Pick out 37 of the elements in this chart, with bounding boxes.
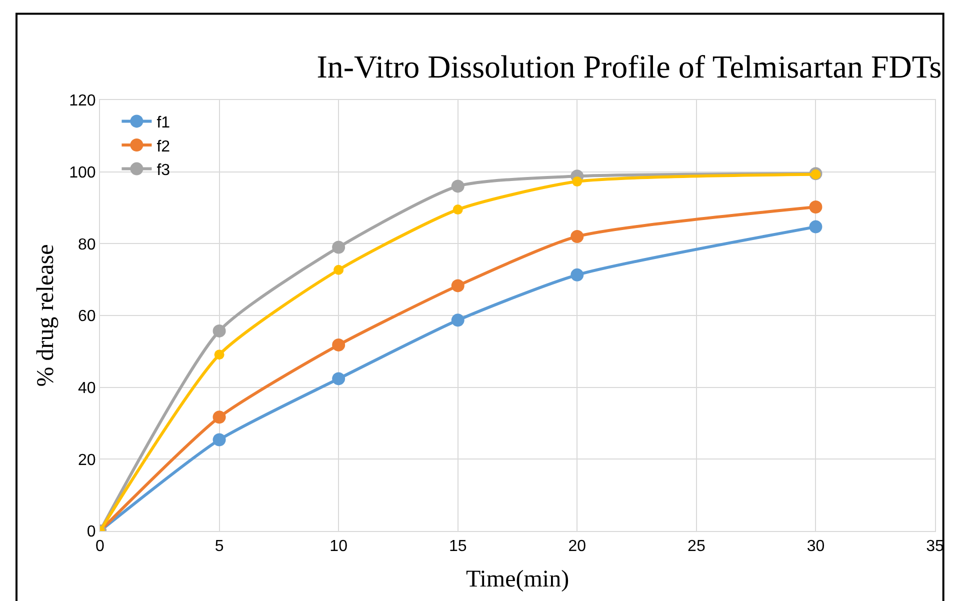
y-tick-label: 0 — [86, 524, 96, 541]
point — [809, 220, 822, 234]
y-axis-title: % drug release — [33, 244, 60, 387]
x-tick-label: 5 — [214, 538, 224, 556]
x-tick-label: 25 — [688, 538, 706, 556]
point — [570, 230, 584, 243]
point — [212, 410, 226, 424]
point — [451, 314, 464, 327]
legend-label: f3 — [156, 162, 170, 180]
point — [451, 279, 464, 292]
x-tick-label: 10 — [330, 538, 348, 556]
point — [332, 240, 346, 254]
point — [214, 350, 224, 360]
y-tick-label: 40 — [78, 380, 96, 397]
x-tick-label: 35 — [926, 538, 944, 556]
point — [452, 204, 463, 215]
point — [809, 200, 822, 214]
y-tick-label: 80 — [78, 236, 96, 254]
x-tick-label: 20 — [568, 538, 586, 556]
point — [572, 176, 582, 187]
point — [332, 338, 346, 352]
x-axis-title: Time(min) — [466, 566, 570, 592]
point — [212, 433, 226, 446]
legend-label: f1 — [156, 114, 170, 132]
x-tick-label: 15 — [448, 538, 467, 556]
y-tick-label: 60 — [78, 308, 96, 326]
point — [334, 264, 344, 275]
chart-title: In-Vitro Dissolution Profile of Telmisartan FDTs — [316, 48, 942, 84]
y-tick-label: 20 — [78, 452, 96, 469]
legend-label: f2 — [156, 138, 170, 156]
y-tick-label: 100 — [69, 164, 96, 182]
point — [212, 324, 226, 338]
y-tick-label: 120 — [69, 92, 96, 110]
point — [451, 180, 464, 193]
point — [570, 268, 584, 282]
x-tick-label: 30 — [806, 538, 825, 556]
point — [332, 372, 346, 386]
